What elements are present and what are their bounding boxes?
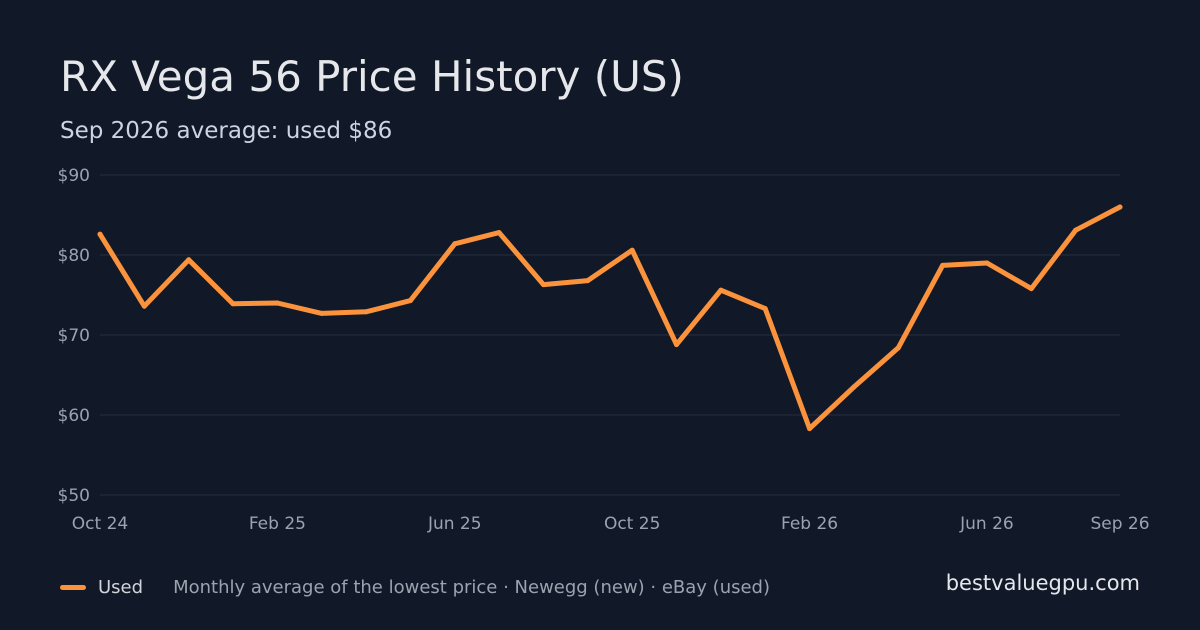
series-line-used xyxy=(97,204,1123,432)
x-tick-label: Jun 26 xyxy=(959,514,1014,534)
legend-label-used: Used xyxy=(98,576,144,598)
grid-lines xyxy=(100,174,1120,496)
data-point xyxy=(274,300,280,306)
legend-swatch-used xyxy=(60,584,86,590)
data-point xyxy=(762,306,768,312)
data-point xyxy=(629,247,635,253)
data-point xyxy=(984,260,990,266)
data-point xyxy=(540,282,546,288)
data-point xyxy=(1117,204,1123,210)
x-tick-label: Oct 24 xyxy=(72,514,128,534)
data-point xyxy=(230,301,236,307)
chart-footer: Used Monthly average of the lowest price… xyxy=(60,573,770,601)
y-axis-ticks: $50 $60 $70 $80 $90 xyxy=(58,166,90,506)
series-layer xyxy=(97,204,1123,432)
data-point xyxy=(585,278,591,284)
y-tick-label: $50 xyxy=(58,486,90,506)
data-point xyxy=(141,303,147,309)
x-tick-label: Oct 25 xyxy=(604,514,660,534)
data-point xyxy=(363,309,369,315)
data-point xyxy=(452,241,458,247)
site-name: bestvaluegpu.com xyxy=(945,571,1140,595)
x-tick-label: Jun 25 xyxy=(427,514,482,534)
data-point xyxy=(674,342,680,348)
data-point xyxy=(407,298,413,304)
y-tick-label: $70 xyxy=(58,326,90,346)
x-tick-label: Sep 26 xyxy=(1090,514,1149,534)
data-point xyxy=(851,384,857,390)
data-point xyxy=(718,287,724,293)
y-tick-label: $80 xyxy=(58,246,90,266)
data-point xyxy=(1028,286,1034,292)
data-point xyxy=(940,262,946,268)
data-point xyxy=(895,345,901,351)
x-tick-label: Feb 26 xyxy=(781,514,838,534)
y-tick-label: $90 xyxy=(58,166,90,186)
data-point xyxy=(319,310,325,316)
y-tick-label: $60 xyxy=(58,406,90,426)
x-axis-ticks: Oct 24 Feb 25 Jun 25 Oct 25 Feb 26 Jun 26 Sep … xyxy=(72,514,1150,534)
chart-subtitle: Sep 2026 average: used $86 xyxy=(60,118,393,144)
data-point xyxy=(186,257,192,263)
data-point xyxy=(807,426,813,432)
chart-title: RX Vega 56 Price History (US) xyxy=(60,52,684,101)
data-point xyxy=(97,231,103,237)
data-point xyxy=(1073,227,1079,233)
x-tick-label: Feb 25 xyxy=(249,514,306,534)
source-note: Monthly average of the lowest price · Ne… xyxy=(173,576,771,598)
data-point xyxy=(496,230,502,236)
